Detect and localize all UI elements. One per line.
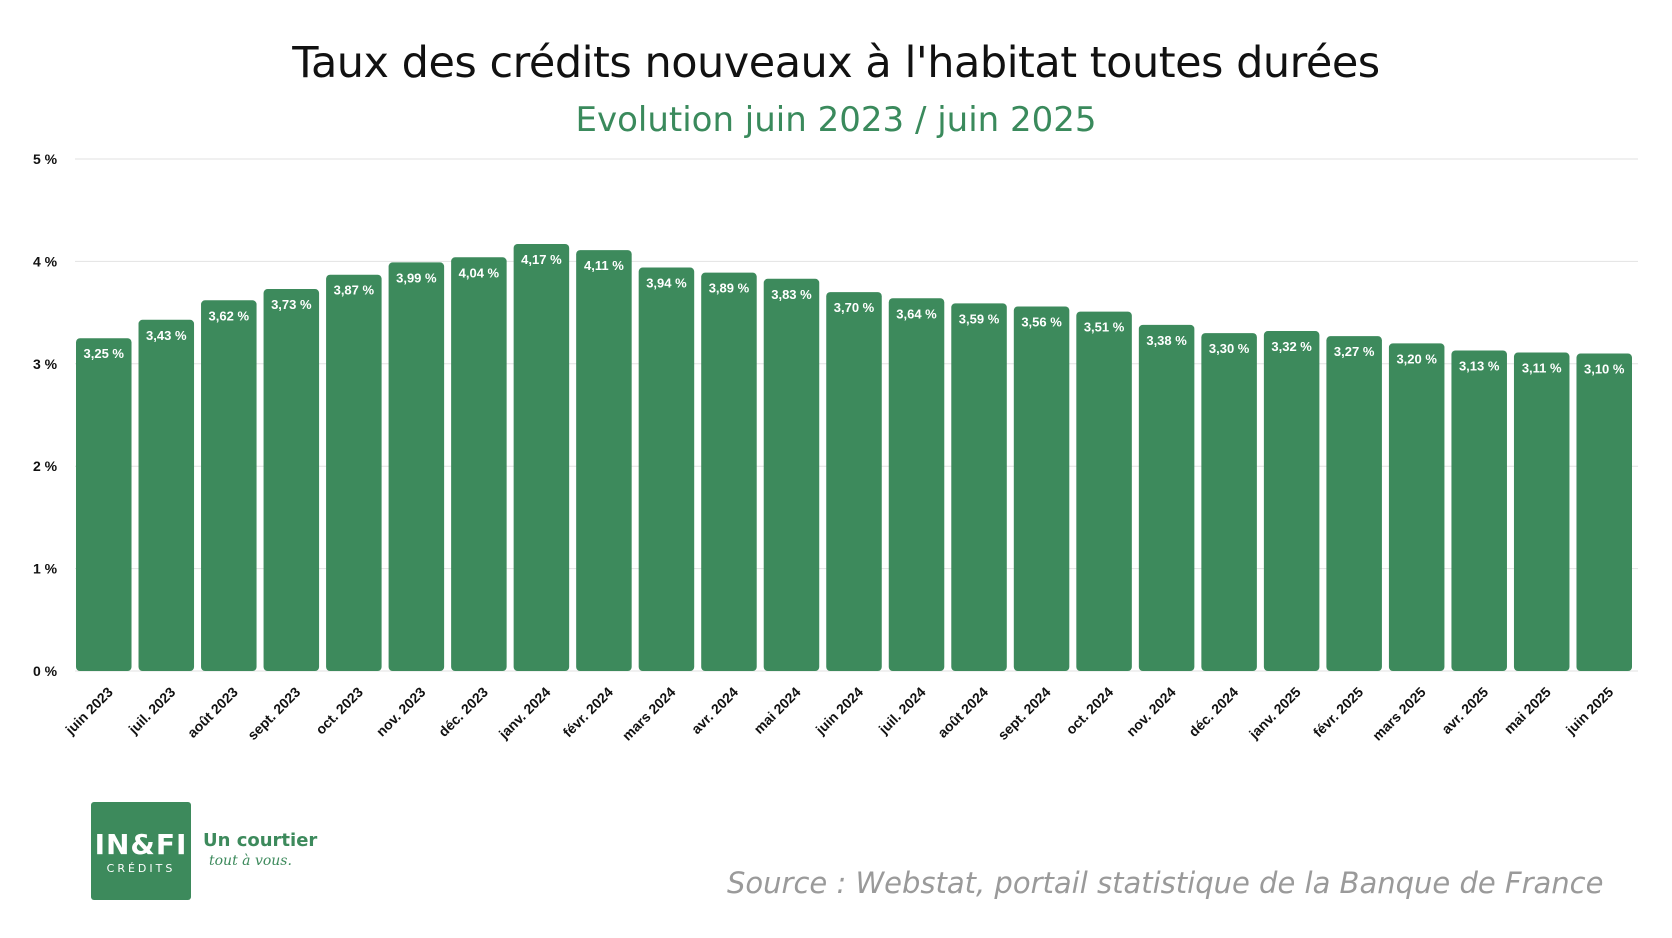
data-label: 3,99 %: [396, 270, 437, 285]
infi-logo: IN&FI CRÉDITS: [91, 802, 191, 900]
x-tick-label: août 2024: [934, 684, 991, 741]
logo-main-text: IN&FI: [94, 828, 188, 861]
bar: [826, 292, 882, 671]
x-tick-label: juil. 2024: [875, 684, 929, 738]
x-tick-label: nov. 2024: [1123, 684, 1179, 740]
data-label: 3,30 %: [1209, 341, 1250, 356]
data-label: 3,70 %: [834, 300, 875, 315]
x-tick-label: déc. 2023: [435, 684, 491, 740]
x-tick-label: oct. 2024: [1063, 684, 1117, 738]
bar: [263, 289, 320, 671]
y-tick-label: 5 %: [33, 151, 58, 167]
data-label: 3,73 %: [271, 297, 312, 312]
data-label: 3,43 %: [146, 328, 187, 343]
data-label: 3,11 %: [1522, 361, 1562, 376]
data-label: 3,62 %: [209, 308, 250, 323]
bar: [951, 303, 1007, 671]
x-tick-label: sept. 2023: [244, 684, 303, 743]
data-label: 4,17 %: [521, 252, 562, 267]
x-tick-label: juin 2024: [812, 684, 867, 739]
data-label: 3,94 %: [646, 276, 687, 291]
bar: [1513, 352, 1570, 671]
bar: [1263, 331, 1320, 671]
bar: [1076, 311, 1132, 671]
bar: [201, 300, 257, 671]
bar: [326, 274, 382, 671]
x-tick-label: mars 2025: [1369, 684, 1429, 744]
x-tick-label: juil. 2023: [125, 684, 179, 738]
bar: [1013, 306, 1070, 671]
data-label: 3,25 %: [84, 346, 125, 361]
bar: [76, 338, 132, 671]
bar: [1451, 350, 1507, 671]
x-tick-label: janv. 2025: [1245, 684, 1304, 743]
x-tick-label: avr. 2024: [688, 684, 741, 737]
x-tick-label: sept. 2024: [994, 684, 1053, 743]
data-label: 3,64 %: [896, 306, 937, 321]
x-tick-label: mars 2024: [619, 684, 679, 744]
x-tick-label: juin 2023: [61, 684, 116, 739]
bar: [1138, 324, 1195, 671]
y-tick-label: 4 %: [33, 253, 58, 269]
y-tick-label: 2 %: [33, 458, 58, 474]
data-label: 3,38 %: [1146, 333, 1187, 348]
data-label: 3,10 %: [1584, 362, 1625, 377]
data-label: 3,13 %: [1459, 358, 1500, 373]
data-label: 4,04 %: [459, 265, 500, 280]
data-label: 3,51 %: [1084, 320, 1125, 335]
data-label: 3,87 %: [334, 283, 375, 298]
source-note: Source : Webstat, portail statistique de…: [727, 866, 1604, 900]
bar: [1201, 333, 1257, 671]
logo-tagline: Un courtier tout à vous.: [203, 830, 317, 869]
x-tick-label: oct. 2023: [312, 684, 366, 738]
bar: [451, 257, 507, 671]
bar: [701, 272, 757, 671]
x-tick-label: mai 2025: [1501, 684, 1554, 737]
x-tick-label: août 2023: [184, 684, 241, 741]
data-label: 3,89 %: [709, 281, 750, 296]
x-tick-label: janv. 2024: [495, 684, 554, 743]
bar: [638, 267, 695, 671]
data-label: 3,56 %: [1021, 314, 1062, 329]
bar-chart: 0 % 1 % 2 % 3 % 4 % 5 % 3,25 % juin 2023 3,43 % j…: [33, 151, 1638, 744]
bar: [388, 262, 445, 671]
x-tick-label: févr. 2025: [1310, 684, 1367, 741]
x-tick-label: nov. 2023: [373, 684, 429, 740]
bar: [138, 319, 195, 671]
y-tick-label: 3 %: [33, 356, 58, 372]
y-tick-label: 0 %: [33, 663, 58, 679]
y-tick-label: 1 %: [33, 561, 58, 577]
data-label: 3,59 %: [959, 311, 1000, 326]
x-tick-label: juin 2025: [1562, 684, 1617, 739]
bar: [1576, 353, 1632, 671]
bar: [1388, 343, 1445, 671]
bar: [1326, 336, 1382, 671]
tagline-line-2: tout à vous.: [209, 853, 292, 869]
x-tick-label: avr. 2025: [1438, 684, 1491, 737]
logo-sub-text: CRÉDITS: [106, 862, 176, 875]
x-tick-label: mai 2024: [750, 684, 803, 737]
x-tick-label: févr. 2024: [560, 684, 617, 741]
data-label: 3,83 %: [771, 287, 812, 302]
chart-subtitle: Evolution juin 2023 / juin 2025: [575, 100, 1097, 140]
data-label: 3,32 %: [1271, 339, 1312, 354]
bar: [763, 278, 820, 671]
data-label: 3,20 %: [1396, 351, 1437, 366]
bar: [888, 298, 945, 671]
data-label: 4,11 %: [584, 258, 624, 273]
data-label: 3,27 %: [1334, 344, 1375, 359]
x-tick-label: déc. 2024: [1185, 684, 1241, 740]
bar: [576, 250, 632, 672]
bar: [513, 243, 570, 671]
tagline-line-1: Un courtier: [203, 830, 318, 851]
chart-title: Taux des crédits nouveaux à l'habitat to…: [292, 38, 1380, 88]
